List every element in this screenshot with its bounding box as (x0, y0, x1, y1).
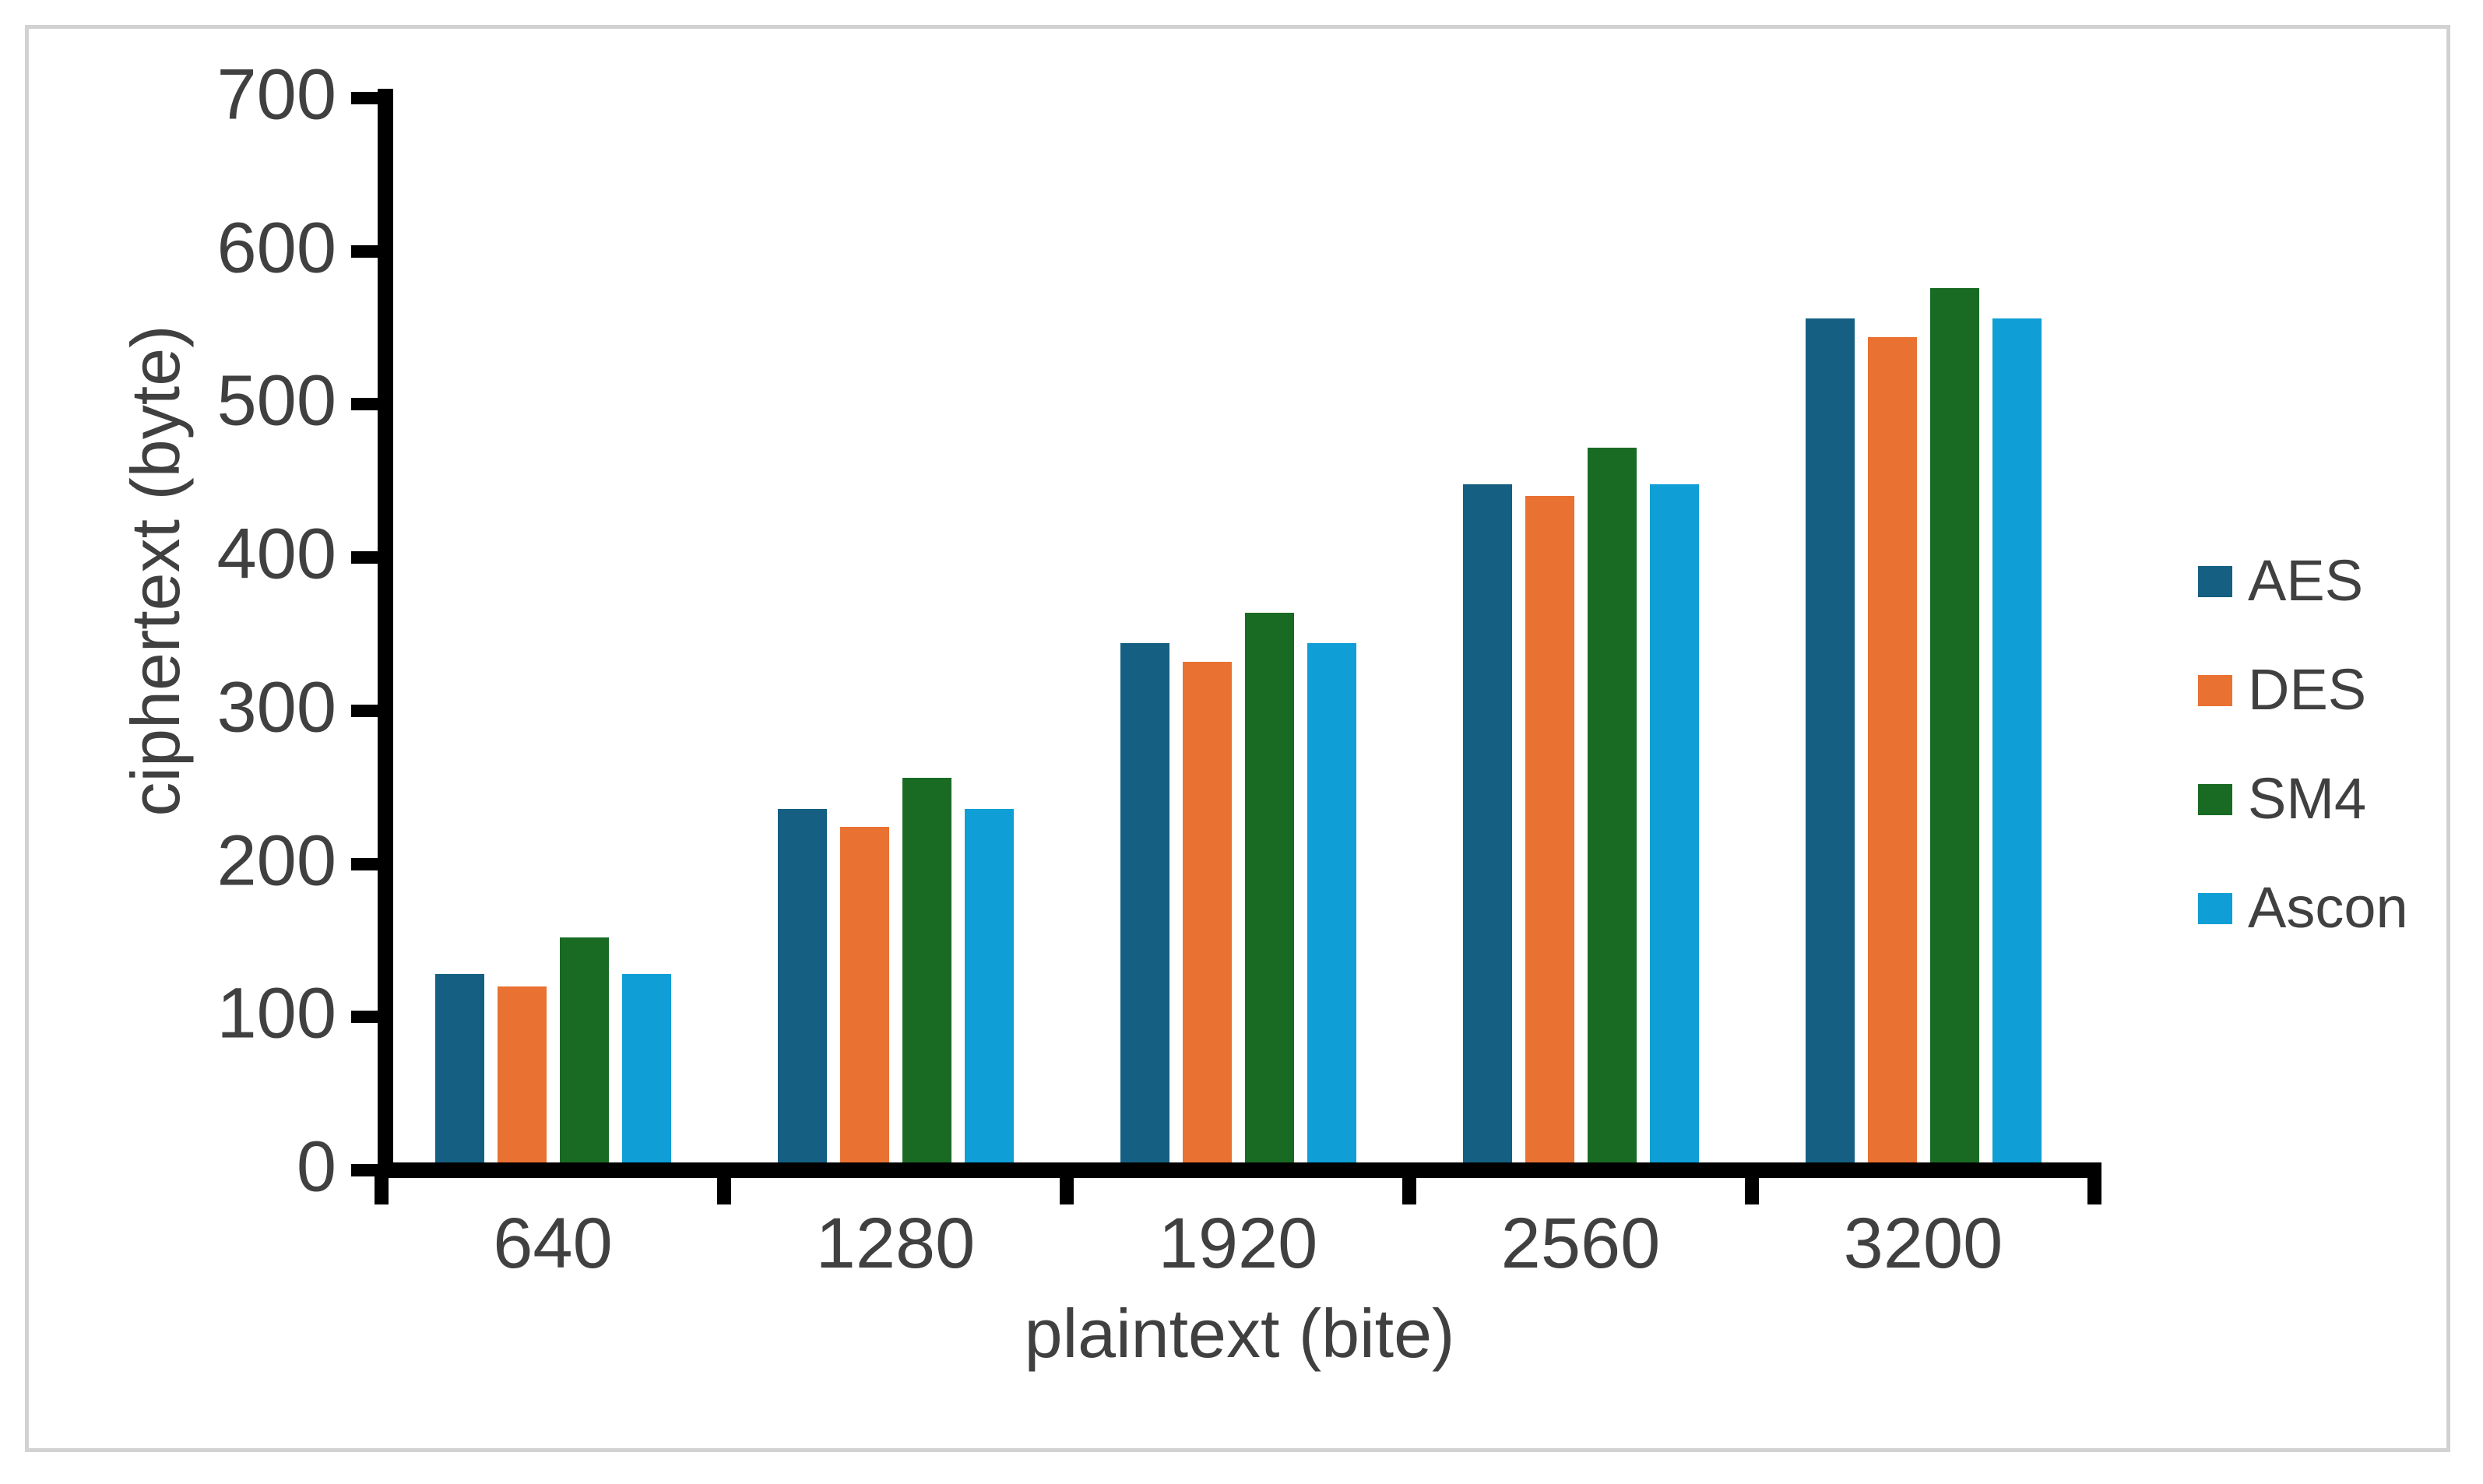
bar-SM4-640 (559, 937, 609, 1170)
y-tick-label-100: 100 (216, 973, 337, 1053)
bar-AES-1920 (1120, 643, 1169, 1170)
bar-AES-3200 (1805, 318, 1855, 1170)
legend-swatch-DES (2198, 675, 2232, 706)
y-tick-400 (351, 551, 385, 564)
x-tick-4 (1745, 1170, 1759, 1204)
x-category-label-640: 640 (493, 1204, 613, 1283)
x-category-label-2560: 2560 (1500, 1204, 1661, 1283)
x-tick-0 (375, 1170, 389, 1204)
y-tick-label-200: 200 (216, 820, 337, 900)
y-axis-line (378, 89, 393, 1178)
bar-DES-1920 (1182, 661, 1232, 1170)
bar-AES-1280 (777, 808, 827, 1170)
bar-Ascon-1280 (964, 808, 1014, 1170)
y-tick-label-700: 700 (216, 55, 337, 135)
bar-DES-2560 (1525, 496, 1574, 1170)
bar-SM4-3200 (1929, 287, 1979, 1170)
bar-AES-2560 (1462, 484, 1512, 1170)
y-tick-label-300: 300 (216, 667, 337, 747)
bar-Ascon-1920 (1307, 643, 1356, 1170)
page-border (25, 25, 2450, 1452)
legend-swatch-SM4 (2198, 784, 2232, 815)
y-tick-100 (351, 1011, 385, 1024)
bar-SM4-2560 (1587, 447, 1637, 1170)
y-tick-label-500: 500 (216, 360, 337, 441)
legend-label-Ascon: Ascon (2248, 874, 2408, 940)
x-tick-2 (1060, 1170, 1074, 1204)
bar-AES-640 (434, 974, 484, 1170)
x-axis-line (378, 1162, 2101, 1178)
bar-SM4-1920 (1244, 612, 1294, 1170)
bar-SM4-1280 (902, 778, 951, 1170)
x-tick-1 (717, 1170, 731, 1204)
x-category-label-1280: 1280 (815, 1204, 976, 1283)
y-tick-200 (351, 857, 385, 870)
bar-Ascon-2560 (1649, 484, 1699, 1170)
y-tick-500 (351, 398, 385, 411)
x-tick-3 (1402, 1170, 1416, 1204)
y-tick-label-400: 400 (216, 514, 337, 594)
bar-DES-640 (497, 986, 547, 1170)
x-category-label-3200: 3200 (1843, 1204, 2003, 1283)
y-tick-600 (351, 244, 385, 258)
legend-swatch-Ascon (2198, 893, 2232, 924)
legend-label-DES: DES (2248, 656, 2367, 722)
y-tick-label-600: 600 (216, 208, 337, 288)
x-axis-title: plaintext (bite) (1024, 1295, 1455, 1372)
legend-label-SM4: SM4 (2248, 765, 2367, 831)
y-tick-300 (351, 704, 385, 717)
legend-swatch-AES (2198, 566, 2232, 597)
x-category-label-1920: 1920 (1158, 1204, 1318, 1283)
y-tick-label-0: 0 (296, 1127, 336, 1207)
y-tick-700 (351, 92, 385, 105)
x-tick-5 (2087, 1170, 2101, 1204)
bar-DES-3200 (1867, 336, 1917, 1170)
legend-label-AES: AES (2248, 547, 2364, 613)
bar-DES-1280 (839, 827, 889, 1170)
bar-Ascon-3200 (1992, 318, 2042, 1170)
bar-Ascon-640 (621, 974, 671, 1170)
